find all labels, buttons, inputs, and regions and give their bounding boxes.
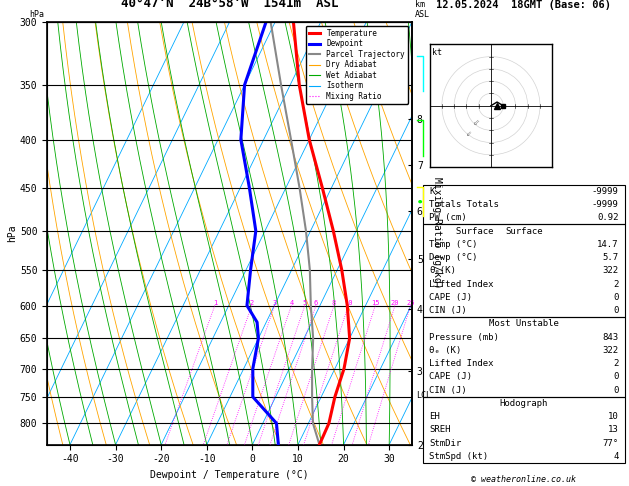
Text: 0: 0 <box>613 372 618 382</box>
Bar <box>423 225 625 317</box>
Y-axis label: hPa: hPa <box>7 225 17 242</box>
Text: Hodograph: Hodograph <box>500 399 548 408</box>
Text: StmDir: StmDir <box>430 439 462 448</box>
Text: 0: 0 <box>613 385 618 395</box>
Text: SREH: SREH <box>430 425 451 434</box>
Text: Temp (°C): Temp (°C) <box>430 240 478 249</box>
Text: Surface: Surface <box>505 226 543 236</box>
Text: 2: 2 <box>613 279 618 289</box>
Text: 0: 0 <box>613 293 618 302</box>
X-axis label: Dewpoint / Temperature (°C): Dewpoint / Temperature (°C) <box>150 470 309 480</box>
Text: km
ASL: km ASL <box>415 0 430 19</box>
Text: 3: 3 <box>272 299 277 306</box>
Text: CAPE (J): CAPE (J) <box>430 293 472 302</box>
Text: 2: 2 <box>613 359 618 368</box>
Text: 4: 4 <box>613 452 618 461</box>
Text: 2: 2 <box>250 299 254 306</box>
Text: 13: 13 <box>608 425 618 434</box>
Text: Most Unstable: Most Unstable <box>489 319 559 329</box>
Text: kt: kt <box>432 48 442 57</box>
Text: Totals Totals: Totals Totals <box>430 200 499 209</box>
Text: 10: 10 <box>608 412 618 421</box>
Text: StmSpd (kt): StmSpd (kt) <box>430 452 489 461</box>
Text: 77°: 77° <box>603 439 618 448</box>
Text: 322: 322 <box>603 346 618 355</box>
Text: 5.7: 5.7 <box>603 253 618 262</box>
Text: © weatheronline.co.uk: © weatheronline.co.uk <box>472 474 576 484</box>
Text: 10: 10 <box>344 299 353 306</box>
Text: LCL: LCL <box>416 391 431 400</box>
Text: Pressure (mb): Pressure (mb) <box>430 332 499 342</box>
Text: 843: 843 <box>603 332 618 342</box>
Text: K: K <box>430 187 435 196</box>
Text: PW (cm): PW (cm) <box>430 213 467 222</box>
Bar <box>423 317 625 397</box>
Legend: Temperature, Dewpoint, Parcel Trajectory, Dry Adiabat, Wet Adiabat, Isotherm, Mi: Temperature, Dewpoint, Parcel Trajectory… <box>306 26 408 104</box>
Text: 15: 15 <box>371 299 379 306</box>
Text: Surface: Surface <box>430 226 494 236</box>
Text: ⇙: ⇙ <box>472 117 479 126</box>
Text: hPa: hPa <box>29 10 44 19</box>
Text: 40°47'N  24B°58'W  1541m  ASL: 40°47'N 24B°58'W 1541m ASL <box>121 0 338 10</box>
Text: 4: 4 <box>289 299 294 306</box>
Text: 6: 6 <box>314 299 318 306</box>
Bar <box>423 397 625 463</box>
Text: Dewp (°C): Dewp (°C) <box>430 253 478 262</box>
Text: θₑ(K): θₑ(K) <box>430 266 456 276</box>
Text: 1: 1 <box>213 299 217 306</box>
Text: CAPE (J): CAPE (J) <box>430 372 472 382</box>
Text: 25: 25 <box>406 299 415 306</box>
Text: 0: 0 <box>613 306 618 315</box>
Text: 322: 322 <box>603 266 618 276</box>
Text: -9999: -9999 <box>592 187 618 196</box>
Text: CIN (J): CIN (J) <box>430 306 467 315</box>
Text: ⇙: ⇙ <box>467 131 472 138</box>
Text: 20: 20 <box>391 299 399 306</box>
Text: Lifted Index: Lifted Index <box>430 359 494 368</box>
Text: 14.7: 14.7 <box>597 240 618 249</box>
Y-axis label: Mixing Ratio (g/kg): Mixing Ratio (g/kg) <box>432 177 442 289</box>
Text: CIN (J): CIN (J) <box>430 385 467 395</box>
Text: 5: 5 <box>303 299 307 306</box>
Text: -9999: -9999 <box>592 200 618 209</box>
Text: θₑ (K): θₑ (K) <box>430 346 462 355</box>
Bar <box>423 185 625 225</box>
Text: 0.92: 0.92 <box>597 213 618 222</box>
Text: 8: 8 <box>332 299 336 306</box>
Text: 12.05.2024  18GMT (Base: 06): 12.05.2024 18GMT (Base: 06) <box>437 0 611 10</box>
Text: EH: EH <box>430 412 440 421</box>
Text: Lifted Index: Lifted Index <box>430 279 494 289</box>
